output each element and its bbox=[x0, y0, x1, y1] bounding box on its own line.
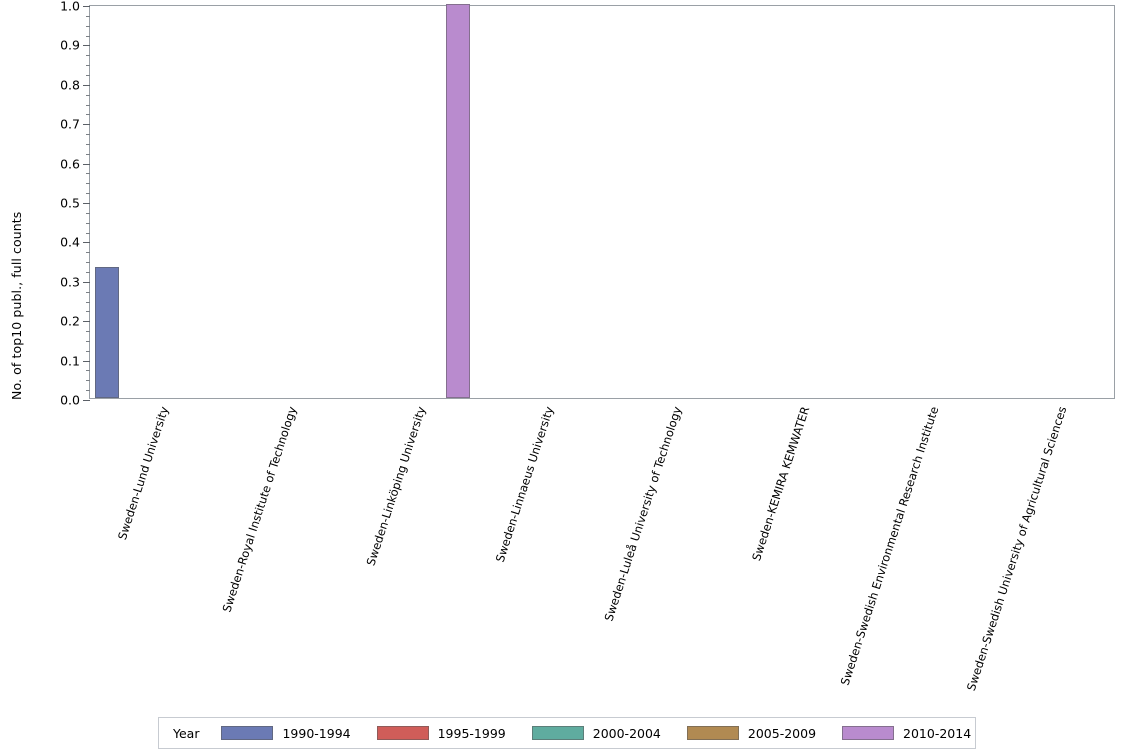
y-axis-minor-tick bbox=[86, 252, 90, 254]
y-axis-tick-label: 0.4 bbox=[60, 234, 80, 250]
x-axis-tick-label-text: Sweden-Swedish University of Agricultura… bbox=[963, 404, 1070, 693]
legend-item-label: 2005-2009 bbox=[747, 725, 817, 741]
y-axis-minor-tick bbox=[86, 262, 90, 264]
y-axis-minor-tick bbox=[86, 331, 90, 333]
y-axis-minor-tick bbox=[86, 380, 90, 382]
y-axis-tick-label: 0.5 bbox=[60, 195, 80, 211]
y-axis-minor-tick bbox=[86, 65, 90, 67]
y-axis-major-tick bbox=[83, 45, 90, 47]
y-axis-major-tick bbox=[83, 6, 90, 7]
x-axis-tick-label-text: Sweden-Linnaeus University bbox=[492, 404, 557, 564]
y-axis-minor-tick bbox=[86, 370, 90, 372]
y-axis-minor-tick bbox=[86, 301, 90, 303]
y-axis-minor-tick bbox=[86, 212, 90, 214]
y-axis-minor-tick bbox=[86, 173, 90, 175]
y-axis-tick-label: 1.0 bbox=[60, 0, 80, 14]
legend-color-swatch bbox=[686, 726, 739, 740]
legend-item-label: 1990-1994 bbox=[282, 725, 351, 741]
y-axis-minor-tick bbox=[86, 311, 90, 313]
y-axis-minor-tick bbox=[86, 15, 90, 17]
y-axis-minor-tick bbox=[86, 104, 90, 106]
legend-item-label: 1995-1999 bbox=[437, 725, 506, 741]
legend-color-swatch bbox=[376, 726, 429, 740]
chart-legend: Year 1990-1994 1995-1999 2000-2004 2005-200… bbox=[158, 717, 976, 749]
y-axis-minor-tick bbox=[86, 222, 90, 224]
y-axis-major-tick bbox=[83, 84, 90, 86]
legend-item[interactable]: 1995-1999 bbox=[376, 725, 506, 741]
y-axis-major-tick bbox=[83, 360, 90, 362]
legend-item[interactable]: 2010-2014 bbox=[842, 726, 971, 741]
y-axis-minor-tick bbox=[86, 350, 90, 352]
y-axis-minor-tick bbox=[86, 55, 90, 57]
y-axis-minor-tick bbox=[86, 291, 90, 293]
y-axis-major-tick bbox=[83, 242, 90, 244]
y-axis-tick-label: 0.8 bbox=[60, 77, 80, 93]
y-axis-tick-label: 0.6 bbox=[60, 156, 80, 172]
bar bbox=[95, 266, 119, 398]
y-axis-minor-tick bbox=[86, 183, 90, 185]
y-axis-tick-label: 0.7 bbox=[60, 116, 80, 132]
y-axis-tick-label: 0.3 bbox=[60, 274, 80, 290]
x-axis-tick-labels: Sweden-Lund University Sweden-Royal Insti… bbox=[89, 399, 1115, 709]
y-axis-tick-label: 0.9 bbox=[60, 37, 80, 53]
plot-area: 0.0 0.1 0.2 0.3 0.4 0.5 0.6 0.7 0.8 0.9 1.0 bbox=[60, 0, 1115, 408]
bar bbox=[446, 4, 470, 398]
y-axis-minor-tick bbox=[86, 35, 90, 37]
x-axis-tick-label-text: Sweden-Royal Institute of Technology bbox=[219, 404, 300, 614]
legend-title: Year bbox=[173, 725, 200, 741]
x-axis-tick-label-text: Sweden-Lund University bbox=[115, 404, 172, 542]
x-axis-tick-label-text: Sweden-Luleå University of Technology bbox=[601, 404, 685, 623]
y-axis-tick-label: 0.0 bbox=[60, 392, 80, 408]
y-axis-minor-tick bbox=[86, 193, 90, 195]
y-axis-minor-tick bbox=[86, 390, 90, 392]
y-axis-minor-tick bbox=[86, 94, 90, 96]
y-axis-tick-label: 0.2 bbox=[60, 313, 80, 329]
y-axis-minor-tick bbox=[86, 153, 90, 155]
x-axis-tick-label-text: Sweden-KEMIRA KEMWATER bbox=[749, 404, 813, 563]
y-axis-minor-tick bbox=[86, 340, 90, 342]
y-axis-major-tick bbox=[83, 203, 90, 204]
y-axis-minor-tick bbox=[86, 74, 90, 76]
x-axis-tick-label-text: Sweden-Linköping University bbox=[363, 404, 428, 568]
y-axis-major-tick bbox=[83, 321, 90, 323]
y-axis-major-tick bbox=[83, 163, 90, 165]
legend-item-label: 2010-2014 bbox=[903, 725, 972, 741]
legend-color-swatch bbox=[531, 726, 584, 740]
y-axis-minor-tick bbox=[86, 114, 90, 116]
y-axis-title: No. of top10 publ., full counts bbox=[9, 211, 24, 400]
y-axis-minor-tick bbox=[86, 134, 90, 136]
legend-color-swatch bbox=[842, 726, 895, 740]
y-axis-major-tick bbox=[83, 400, 90, 401]
y-axis-major-tick bbox=[83, 124, 90, 126]
legend-item[interactable]: 2000-2004 bbox=[531, 725, 661, 741]
y-axis-minor-tick bbox=[86, 25, 90, 27]
y-axis-minor-tick bbox=[86, 271, 90, 273]
y-axis-minor-tick bbox=[86, 232, 90, 234]
legend-item[interactable]: 2005-2009 bbox=[686, 725, 817, 741]
legend-entries: 1990-1994 1995-1999 2000-2004 2005-2009 2010… bbox=[221, 726, 997, 741]
x-axis-tick-label-text: Sweden-Swedish Environmental Research In… bbox=[837, 404, 941, 688]
y-axis-tick-label: 0.1 bbox=[60, 353, 80, 369]
legend-item[interactable]: 1990-1994 bbox=[221, 725, 351, 741]
y-axis-minor-tick bbox=[86, 143, 90, 145]
legend-color-swatch bbox=[221, 726, 274, 740]
legend-item-label: 2000-2004 bbox=[592, 725, 661, 741]
y-axis-major-tick bbox=[83, 281, 90, 283]
